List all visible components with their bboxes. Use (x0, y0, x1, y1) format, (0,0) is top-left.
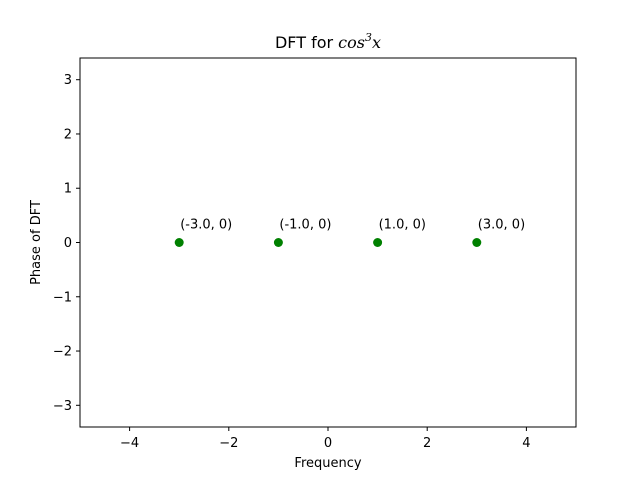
chart-title-math-var: x (372, 33, 381, 52)
chart-title-math-base: cos (338, 33, 365, 52)
x-tick-label: −4 (120, 436, 139, 451)
y-tick-label: −1 (53, 290, 72, 305)
chart-title-prefix: DFT for (275, 33, 338, 52)
y-tick-label: −3 (53, 399, 72, 414)
data-point (472, 238, 482, 247)
y-tick-label: 1 (64, 182, 72, 197)
data-point (373, 238, 383, 247)
x-axis-label: Frequency (294, 456, 361, 471)
y-axis-label: Phase of DFT (29, 200, 44, 285)
x-tick-label: −2 (219, 436, 238, 451)
data-point (174, 238, 184, 247)
chart-title-math-sup: 3 (365, 31, 372, 44)
y-tick-label: 2 (64, 127, 72, 142)
x-tick-label: 4 (522, 436, 530, 451)
x-tick-label: 2 (423, 436, 431, 451)
y-axis: −3 −2 −1 0 1 2 3 (53, 73, 80, 414)
y-tick-label: −2 (53, 345, 72, 360)
chart-title: DFT for cos3x (275, 31, 381, 52)
x-tick-label: 0 (324, 436, 332, 451)
data-point-label: (-1.0, 0) (279, 218, 331, 233)
x-axis: −4 −2 0 2 4 (120, 427, 531, 451)
data-point (273, 238, 283, 247)
data-point-label: (-3.0, 0) (180, 218, 232, 233)
y-tick-label: 3 (64, 73, 72, 88)
data-points: (-3.0, 0) (-1.0, 0) (1.0, 0) (3.0, 0) (174, 218, 525, 247)
y-tick-label: 0 (64, 236, 72, 251)
data-point-label: (1.0, 0) (379, 218, 426, 233)
data-point-label: (3.0, 0) (478, 218, 525, 233)
